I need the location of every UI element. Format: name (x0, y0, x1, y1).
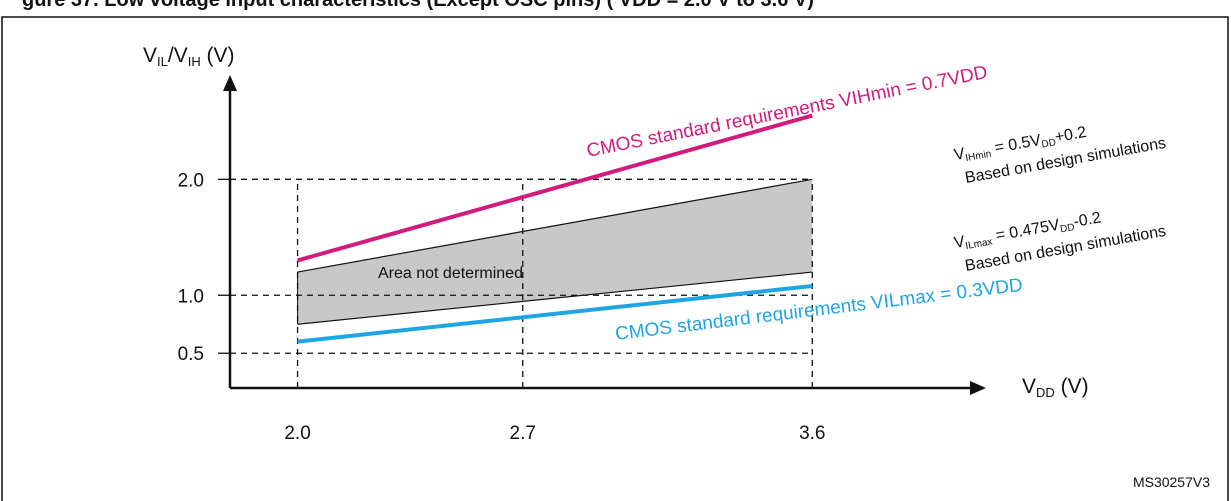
figure-id: MS30257V3 (1133, 474, 1210, 490)
x-axis-label: VDD (V) (1022, 375, 1089, 400)
cmos-vih-label: CMOS standard requirements VIHmin = 0.7V… (585, 62, 989, 162)
series-vil-design-line (297, 271, 813, 325)
plot-area: 0.5 1.0 2.0 2.0 2.7 3.6 (178, 75, 986, 444)
y-axis-label: VIL/VIH (V) (143, 44, 235, 69)
y-tick-label-1: 1.0 (178, 286, 204, 307)
x-tick-label-1: 2.7 (510, 423, 536, 444)
x-tick-label-2: 3.6 (799, 423, 825, 444)
figure-border (1, 16, 1229, 501)
series-vih-design-line (297, 178, 813, 273)
y-axis-arrow (223, 75, 237, 91)
area-not-determined-label: Area not determined (378, 265, 523, 282)
figure-caption: gure 37. Low voltage input characteristi… (22, 0, 814, 11)
series-cmos-vil-line (297, 283, 813, 344)
series-cmos-vih-line (297, 113, 813, 263)
x-axis-arrow (970, 381, 986, 395)
y-tick-label-0: 0.5 (178, 344, 204, 365)
y-tick-label-2: 2.0 (178, 170, 204, 191)
area-not-determined (297, 179, 813, 325)
x-tick-label-0: 2.0 (284, 423, 310, 444)
